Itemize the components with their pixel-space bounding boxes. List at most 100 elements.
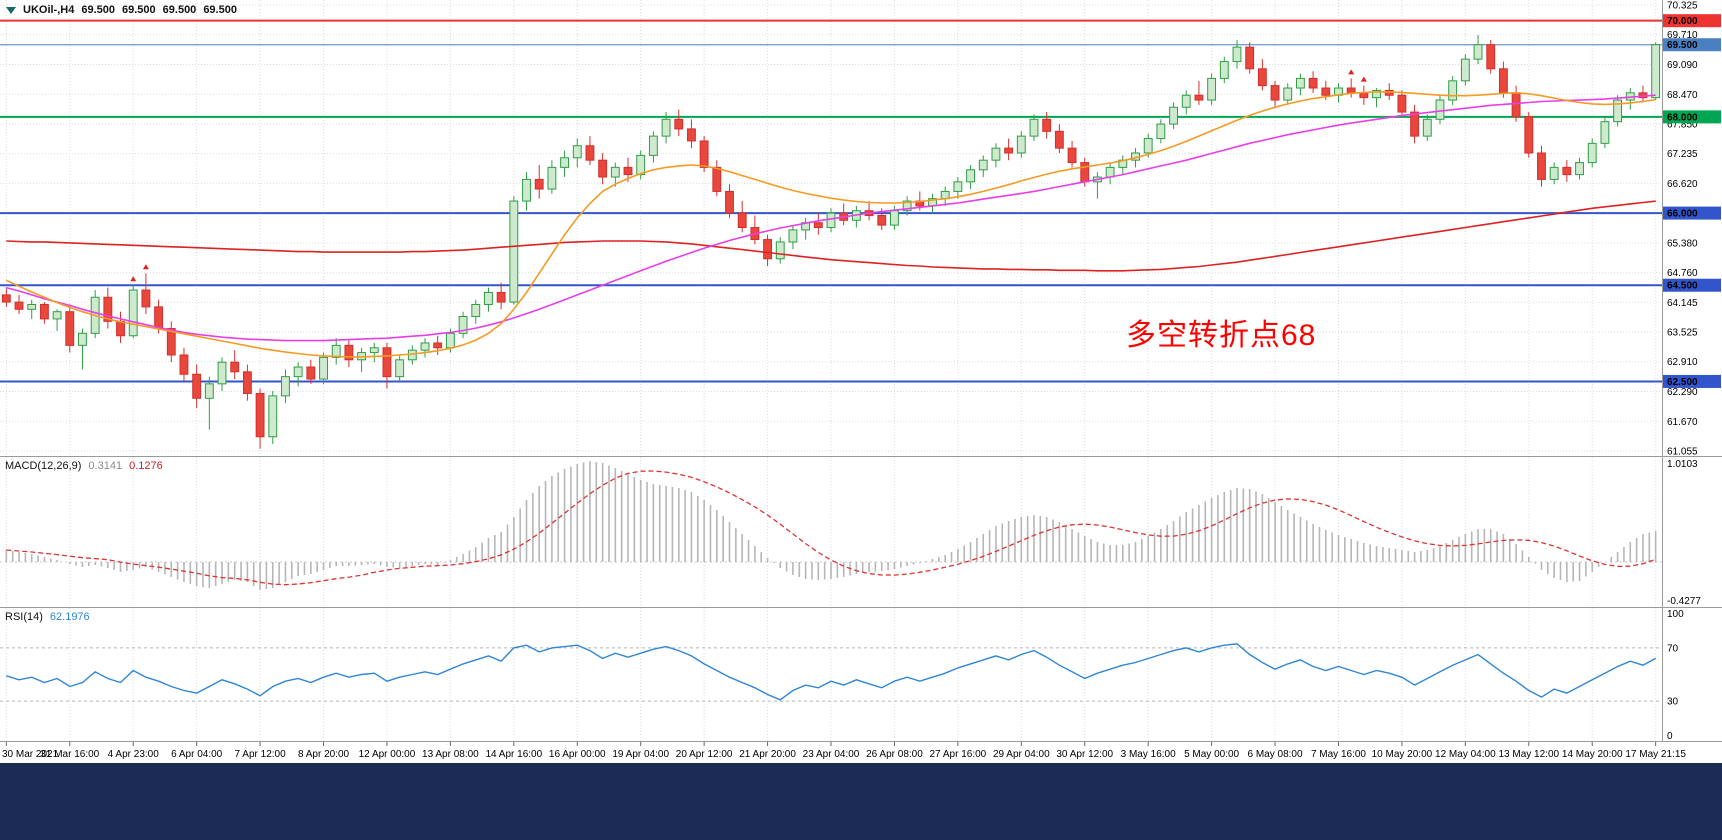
time-label: 6 Apr 04:00 <box>171 749 223 760</box>
time-label: 12 May 04:00 <box>1435 749 1496 760</box>
svg-text:68.000: 68.000 <box>1667 112 1698 123</box>
macd-signal-line <box>6 470 1656 586</box>
svg-text:69.710: 69.710 <box>1667 30 1698 41</box>
time-label: 26 Apr 08:00 <box>866 749 923 760</box>
rsi-indicator-label: RSI(14) 62.1976 <box>5 611 90 623</box>
svg-text:61.670: 61.670 <box>1667 417 1698 428</box>
symbol-period-label: UKOil-,H4 <box>23 4 75 16</box>
svg-text:-0.4277: -0.4277 <box>1667 596 1701 607</box>
time-label: 3 May 16:00 <box>1121 749 1176 760</box>
macd-name: MACD(12,26,9) <box>5 460 82 472</box>
candles-layer <box>1 35 1661 449</box>
time-label: 14 Apr 16:00 <box>485 749 542 760</box>
rsi-name: RSI(14) <box>5 611 43 623</box>
up-arrow-icon <box>130 276 137 282</box>
svg-text:100: 100 <box>1667 609 1684 620</box>
macd-grid <box>0 457 1662 607</box>
pane-separator[interactable] <box>0 607 1722 608</box>
ma_red-line <box>6 200 1656 272</box>
pane-separator <box>0 741 1722 742</box>
svg-text:67.850: 67.850 <box>1667 120 1698 131</box>
price-badge <box>1663 206 1721 220</box>
ohlc-high: 69.500 <box>122 4 156 16</box>
time-label: 7 May 16:00 <box>1311 749 1366 760</box>
up-arrow-icon <box>142 264 149 270</box>
rsi-value: 62.1976 <box>49 611 90 623</box>
price-badge <box>1663 278 1721 292</box>
time-label: 13 Apr 08:00 <box>422 749 479 760</box>
time-label: 19 Apr 04:00 <box>612 749 669 760</box>
svg-text:67.235: 67.235 <box>1667 149 1698 160</box>
rsi-pane[interactable]: 100 70 30 0 <box>0 608 1722 741</box>
svg-text:69.500: 69.500 <box>1667 40 1698 51</box>
time-label: 27 Apr 16:00 <box>930 749 987 760</box>
svg-text:70.325: 70.325 <box>1667 1 1698 12</box>
svg-text:66.620: 66.620 <box>1667 179 1698 190</box>
up-arrow-icon <box>1348 69 1355 75</box>
time-label: 16 Apr 00:00 <box>549 749 606 760</box>
time-label: 8 Apr 20:00 <box>298 749 350 760</box>
time-label: 20 Apr 12:00 <box>676 749 733 760</box>
macd-axis: 1.0103 -0.4277 <box>1662 457 1722 607</box>
svg-text:1.0103: 1.0103 <box>1667 459 1698 470</box>
up-arrow-icon <box>1360 76 1367 82</box>
chart-dropdown-icon[interactable] <box>6 6 16 14</box>
svg-text:63.525: 63.525 <box>1667 328 1698 339</box>
chart-symbol-header: UKOil-,H4 69.500 69.500 69.500 69.500 <box>6 4 237 16</box>
svg-text:30: 30 <box>1667 697 1679 708</box>
ma_magenta-line <box>6 94 1656 342</box>
rsi-grid <box>0 608 1662 741</box>
price-badge <box>1663 14 1721 28</box>
svg-text:69.090: 69.090 <box>1667 60 1698 71</box>
time-label: 6 May 08:00 <box>1248 749 1303 760</box>
bottom-bar <box>0 763 1722 840</box>
svg-text:65.380: 65.380 <box>1667 238 1698 249</box>
macd-indicator-label: MACD(12,26,9) 0.3141 0.1276 <box>5 460 163 472</box>
ohlc-close: 69.500 <box>203 4 237 16</box>
time-label: 13 May 12:00 <box>1498 749 1559 760</box>
svg-text:62.500: 62.500 <box>1667 377 1698 388</box>
rsi-axis: 100 70 30 0 <box>1662 608 1722 741</box>
time-label: 23 Apr 04:00 <box>803 749 860 760</box>
time-label: 29 Apr 04:00 <box>993 749 1050 760</box>
svg-text:64.760: 64.760 <box>1667 268 1698 279</box>
arrow-markers <box>130 69 1367 282</box>
time-label: 5 May 00:00 <box>1184 749 1239 760</box>
svg-text:66.000: 66.000 <box>1667 209 1698 220</box>
macd-signal-value: 0.1276 <box>129 460 163 472</box>
svg-text:64.500: 64.500 <box>1667 281 1698 292</box>
ohlc-low: 69.500 <box>162 4 197 16</box>
ma_orange-line <box>5 91 1656 358</box>
macd-main-value: 0.3141 <box>88 460 123 472</box>
time-label: 4 Apr 23:00 <box>108 749 160 760</box>
ohlc-open: 69.500 <box>81 4 115 16</box>
rsi-line <box>6 643 1657 701</box>
price-badge <box>1663 374 1721 388</box>
time-label: 12 Apr 00:00 <box>359 749 416 760</box>
pane-separator[interactable] <box>0 456 1722 457</box>
time-label: 30 Mar 2021 <box>2 749 59 760</box>
svg-text:62.910: 62.910 <box>1667 357 1698 368</box>
svg-text:64.145: 64.145 <box>1667 298 1698 309</box>
chart-annotation-text: 多空转折点68 <box>1126 319 1317 352</box>
time-label: 17 May 21:15 <box>1625 749 1686 760</box>
svg-text:0: 0 <box>1667 731 1673 741</box>
macd-pane[interactable]: 1.0103 -0.4277 <box>0 457 1722 607</box>
time-label: 31 Mar 16:00 <box>40 749 99 760</box>
time-label: 14 May 20:00 <box>1562 749 1623 760</box>
price-badge <box>1663 110 1721 124</box>
price-axis: 70.325 69.710 69.090 68.470 67.850 67.235 66.6… <box>1662 0 1722 456</box>
time-label: 21 Apr 20:00 <box>739 749 796 760</box>
svg-text:70: 70 <box>1667 643 1679 654</box>
moving-averages-layer <box>5 91 1656 358</box>
time-label: 7 Apr 12:00 <box>235 749 287 760</box>
svg-text:62.290: 62.290 <box>1667 387 1698 398</box>
time-label: 30 Apr 12:00 <box>1056 749 1113 760</box>
svg-text:70.000: 70.000 <box>1667 16 1698 27</box>
svg-text:61.055: 61.055 <box>1667 446 1698 456</box>
svg-text:68.470: 68.470 <box>1667 90 1698 101</box>
price-pane[interactable]: 70.325 69.710 69.090 68.470 67.850 67.235 66.6… <box>0 0 1722 456</box>
macd-histogram <box>5 461 1657 590</box>
